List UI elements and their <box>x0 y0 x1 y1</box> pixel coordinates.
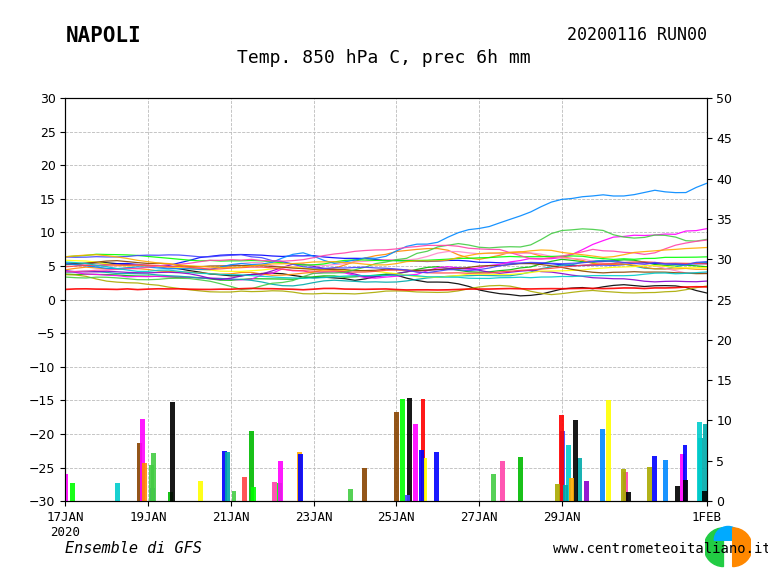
Bar <box>225 452 230 501</box>
Bar <box>231 491 237 501</box>
Bar <box>664 460 668 501</box>
Wedge shape <box>714 526 742 540</box>
Bar <box>434 452 439 501</box>
Bar <box>501 461 505 501</box>
Bar <box>362 468 367 501</box>
Wedge shape <box>733 528 752 567</box>
Text: 20200116 RUN00: 20200116 RUN00 <box>567 26 707 44</box>
Bar <box>349 490 353 501</box>
Bar <box>578 458 582 501</box>
Bar <box>272 482 277 501</box>
Bar <box>698 438 703 501</box>
Bar <box>151 453 157 501</box>
Bar <box>680 454 685 501</box>
Bar <box>518 457 523 501</box>
Bar <box>623 472 628 501</box>
Bar <box>683 445 687 501</box>
Bar <box>600 429 604 501</box>
Bar <box>250 431 254 501</box>
Bar <box>400 399 405 501</box>
Bar <box>114 483 120 501</box>
Bar <box>198 482 203 501</box>
Bar <box>170 402 175 501</box>
Bar <box>297 453 302 501</box>
Bar <box>149 465 154 501</box>
Bar <box>621 469 626 501</box>
Bar <box>573 420 578 501</box>
Wedge shape <box>704 528 723 567</box>
Text: Temp. 850 hPa C, prec 6h mm: Temp. 850 hPa C, prec 6h mm <box>237 49 531 67</box>
Bar <box>242 477 247 501</box>
Bar <box>697 422 702 501</box>
Bar <box>492 474 496 501</box>
Bar <box>559 415 564 501</box>
Bar <box>606 400 611 501</box>
Bar <box>647 467 652 501</box>
Text: Ensemble di GFS: Ensemble di GFS <box>65 541 202 556</box>
Bar <box>683 480 687 501</box>
Bar <box>652 456 657 501</box>
Text: NAPOLI: NAPOLI <box>65 26 141 46</box>
Bar <box>626 492 631 501</box>
Bar <box>584 482 589 501</box>
Bar <box>277 483 282 501</box>
Bar <box>703 423 708 501</box>
Bar <box>137 444 142 501</box>
Bar <box>422 457 427 501</box>
Bar <box>555 484 560 501</box>
Bar <box>560 431 565 501</box>
Bar <box>701 491 707 501</box>
Bar <box>567 445 571 501</box>
Bar <box>298 454 303 501</box>
Bar <box>168 492 173 501</box>
Bar <box>251 487 256 501</box>
Bar <box>421 399 425 501</box>
Bar <box>563 485 568 501</box>
Bar <box>675 486 680 501</box>
Bar <box>222 451 227 501</box>
Bar <box>413 424 419 501</box>
Bar <box>408 397 412 501</box>
Bar <box>278 460 283 501</box>
Bar <box>406 495 410 501</box>
Bar <box>150 488 155 501</box>
Bar <box>63 474 68 501</box>
Bar <box>419 450 425 501</box>
Text: www.centrometeoitaliano.it: www.centrometeoitaliano.it <box>553 542 768 556</box>
Bar <box>569 478 574 501</box>
Bar <box>394 412 399 501</box>
Bar <box>142 463 147 501</box>
Bar <box>140 419 144 501</box>
Bar <box>70 483 74 501</box>
